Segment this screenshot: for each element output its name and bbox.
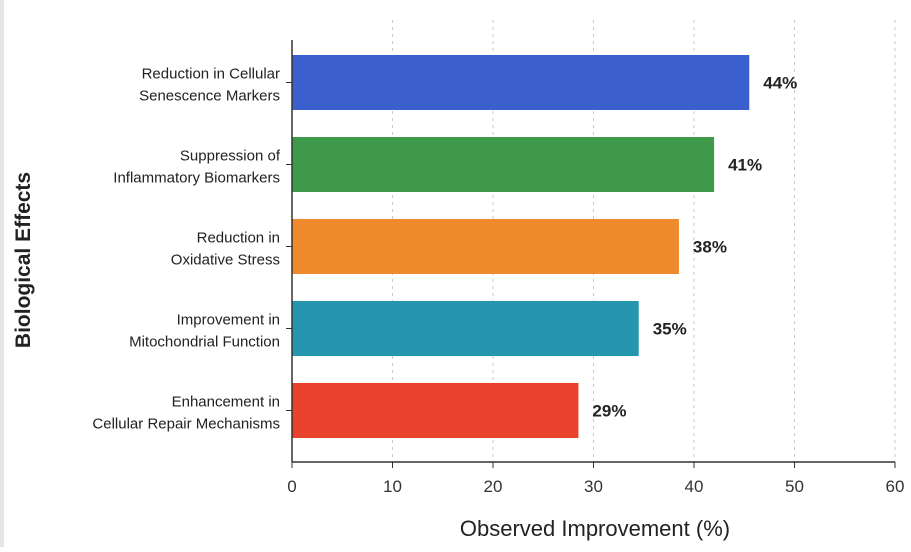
x-tick-label: 60: [886, 477, 905, 496]
bar: [292, 219, 679, 274]
bar: [292, 301, 639, 356]
category-label: Mitochondrial Function: [129, 334, 280, 351]
x-tick-label: 30: [584, 477, 603, 496]
category-label: Suppression of: [180, 148, 281, 165]
x-tick-label: 0: [287, 477, 296, 496]
category-labels: Reduction in Cellular Senescence Markers S…: [92, 66, 280, 433]
x-ticks: 0 10 20 30 40 50 60: [287, 462, 904, 496]
data-label: 35%: [653, 320, 687, 339]
data-labels: 44% 41% 38% 35% 29%: [592, 74, 797, 421]
data-label: 44%: [763, 74, 797, 93]
category-label: Inflammatory Biomarkers: [113, 170, 280, 187]
category-label: Improvement in: [177, 312, 280, 329]
bars: [292, 55, 750, 438]
category-label: Oxidative Stress: [171, 252, 280, 269]
x-tick-label: 40: [685, 477, 704, 496]
left-edge-strip: [0, 0, 4, 547]
category-label: Cellular Repair Mechanisms: [92, 416, 280, 433]
bar: [292, 137, 715, 192]
category-label: Reduction in Cellular: [142, 66, 280, 83]
x-tick-label: 10: [383, 477, 402, 496]
category-label: Reduction in: [197, 230, 280, 247]
bar: [292, 55, 750, 110]
bar: [292, 383, 579, 438]
category-label: Senescence Markers: [139, 88, 280, 105]
data-label: 29%: [592, 402, 626, 421]
x-axis-label: Observed Improvement (%): [460, 516, 730, 541]
x-tick-label: 50: [785, 477, 804, 496]
data-label: 41%: [728, 156, 762, 175]
x-tick-label: 20: [484, 477, 503, 496]
data-label: 38%: [693, 238, 727, 257]
y-axis-label: Biological Effects: [12, 172, 35, 348]
category-label: Enhancement in: [172, 394, 280, 411]
